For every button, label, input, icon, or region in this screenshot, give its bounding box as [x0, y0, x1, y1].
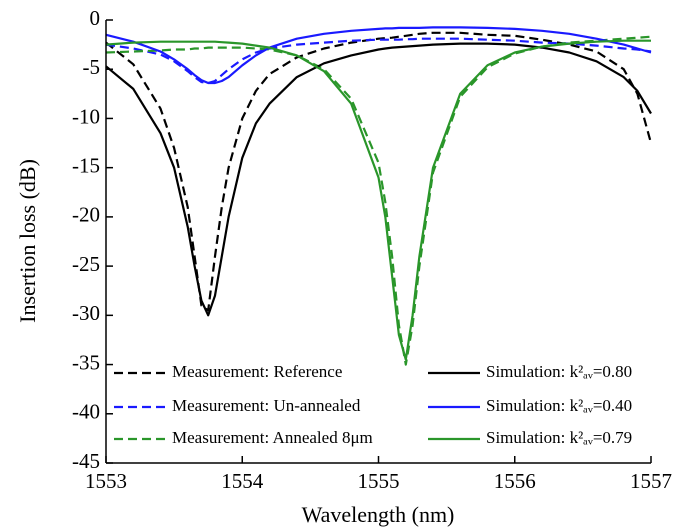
x-tick-label: 1555 — [358, 469, 400, 493]
y-tick-label: -45 — [72, 449, 100, 473]
y-tick-label: -5 — [83, 55, 101, 79]
y-axis-label: Insertion loss (dB) — [15, 159, 40, 323]
y-tick-label: -40 — [72, 400, 100, 424]
x-tick-label: 1557 — [630, 469, 672, 493]
y-tick-label: -15 — [72, 153, 100, 177]
data-line — [105, 31, 653, 312]
x-tick-label: 1554 — [221, 469, 264, 493]
legend-label: Measurement: Annealed 8μm — [172, 428, 373, 447]
y-tick-label: -30 — [72, 301, 100, 325]
data-line — [105, 35, 652, 366]
legend-label: Measurement: Reference — [172, 362, 342, 381]
data-line — [105, 26, 652, 85]
data-line — [105, 42, 652, 317]
x-axis-label: Wavelength (nm) — [302, 502, 455, 527]
y-tick-label: -10 — [72, 104, 100, 128]
data-line — [105, 39, 651, 361]
y-tick-label: 0 — [90, 6, 101, 30]
x-tick-label: 1556 — [494, 469, 536, 493]
legend-label: Measurement: Un-annealed — [172, 396, 361, 415]
legend-label: Simulation: k²ₐᵥ=0.40 — [486, 396, 632, 415]
legend-label: Simulation: k²ₐᵥ=0.79 — [486, 428, 632, 447]
y-tick-label: -20 — [72, 203, 100, 227]
data-line — [105, 37, 652, 85]
y-tick-label: -35 — [72, 350, 100, 374]
y-tick-label: -25 — [72, 252, 100, 276]
x-tick-label: 1553 — [85, 469, 127, 493]
legend-label: Simulation: k²ₐᵥ=0.80 — [486, 362, 632, 381]
